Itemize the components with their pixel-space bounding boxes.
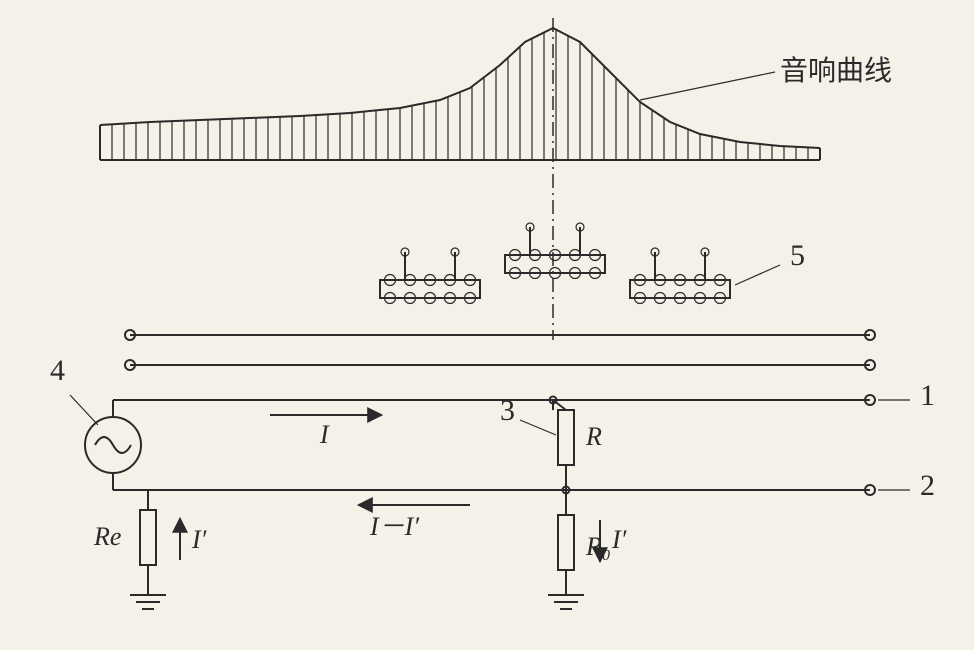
svg-text:5: 5 bbox=[790, 239, 805, 272]
svg-text:4: 4 bbox=[50, 354, 65, 387]
svg-text:I′: I′ bbox=[611, 525, 627, 554]
svg-text:R₀: R₀ bbox=[585, 532, 611, 561]
svg-text:I′: I′ bbox=[191, 525, 207, 554]
svg-text:2: 2 bbox=[920, 469, 935, 502]
svg-text:I: I bbox=[319, 420, 330, 449]
svg-text:3: 3 bbox=[500, 394, 515, 427]
svg-text:Re: Re bbox=[93, 522, 121, 551]
svg-text:音响曲线: 音响曲线 bbox=[780, 55, 892, 87]
svg-text:R: R bbox=[585, 422, 602, 451]
svg-text:1: 1 bbox=[920, 379, 935, 412]
svg-text:I－I′: I－I′ bbox=[369, 512, 419, 541]
